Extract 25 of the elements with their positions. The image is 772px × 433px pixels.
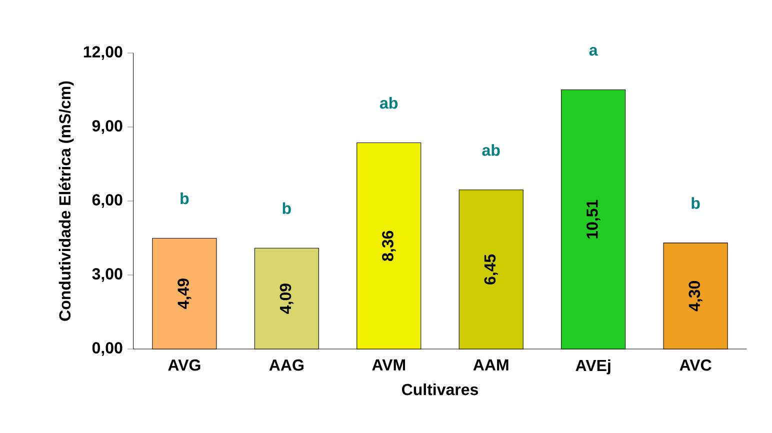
x-tick-label: AVG <box>168 359 200 371</box>
x-tick-label: AVC <box>680 359 712 371</box>
x-tick-label: AAM <box>473 359 508 370</box>
data-label: 4,49 <box>178 278 192 309</box>
data-label: 6,45 <box>484 254 498 284</box>
y-tick-label: 3,00 <box>92 268 122 282</box>
annotation: ab <box>482 144 500 156</box>
y-tick-label: 0,00 <box>92 342 122 356</box>
data-label: 10,51 <box>586 200 600 238</box>
y-axis-title: Condutividade Elétrica (mS/cm) <box>58 81 74 321</box>
y-tick-label: 9,00 <box>92 120 122 134</box>
annotation: b <box>282 202 291 214</box>
x-tick-label: AVM <box>372 359 405 370</box>
x-tick-label: AVEj <box>576 359 610 374</box>
data-label: 4,09 <box>280 284 294 314</box>
annotation: b <box>692 197 700 209</box>
data-label: 4,30 <box>688 281 702 312</box>
annotation: ab <box>380 97 398 109</box>
data-label: 8,36 <box>382 230 396 261</box>
annotation: a <box>589 46 598 56</box>
annotation: b <box>180 192 189 204</box>
x-axis-title: Cultivares <box>402 383 478 396</box>
y-tick-label: 6,00 <box>92 194 122 208</box>
x-tick-label: AAG <box>269 359 304 371</box>
y-tick-label: 12,00 <box>84 46 122 60</box>
